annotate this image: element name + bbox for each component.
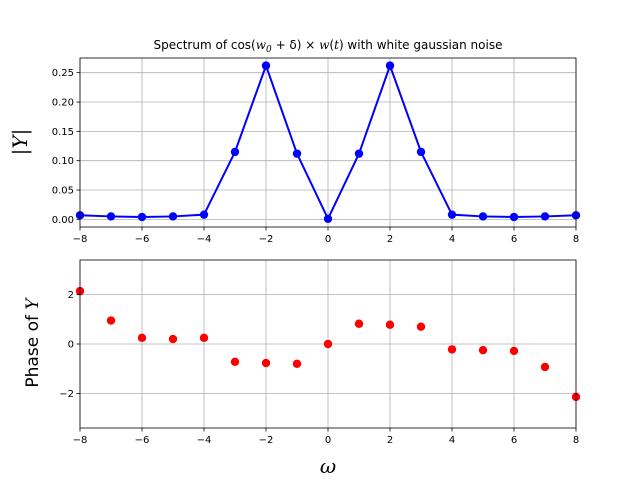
data-point xyxy=(292,359,302,368)
x-tick-label: −2 xyxy=(259,234,274,245)
data-point xyxy=(137,212,147,222)
data-point xyxy=(106,212,116,221)
data-point xyxy=(199,210,209,219)
y-tick-label: 0.00 xyxy=(52,215,74,226)
data-point xyxy=(478,345,488,355)
x-tick-label: 0 xyxy=(325,234,331,245)
x-tick-label: 2 xyxy=(387,435,393,446)
data-point xyxy=(540,212,550,221)
x-tick-label: −8 xyxy=(73,234,88,245)
data-point xyxy=(230,147,240,157)
x-tick-label: 8 xyxy=(573,435,579,446)
x-tick-label: −2 xyxy=(259,435,274,446)
data-point xyxy=(509,212,519,222)
data-point xyxy=(385,320,395,329)
x-tick-label: −8 xyxy=(73,435,88,446)
x-tick-label: 6 xyxy=(511,234,517,245)
data-point xyxy=(168,334,178,344)
x-tick-label: 6 xyxy=(511,435,517,446)
y-tick-label: 2 xyxy=(68,290,74,301)
x-tick-label: 2 xyxy=(387,234,393,245)
y-tick-label: 0.20 xyxy=(52,98,74,109)
data-point xyxy=(447,345,457,354)
data-point xyxy=(261,358,271,368)
y-tick-label: −2 xyxy=(59,389,74,400)
x-tick-label: 4 xyxy=(449,234,455,245)
data-point xyxy=(354,319,364,328)
data-point xyxy=(540,362,550,372)
y-tick-label: 0.05 xyxy=(52,186,74,197)
data-point xyxy=(261,61,271,70)
y-tick-label: 0.25 xyxy=(52,68,74,79)
phase-xlabel: ω xyxy=(320,454,336,478)
data-point xyxy=(478,212,488,221)
data-point xyxy=(199,333,209,343)
data-point xyxy=(447,210,457,219)
x-tick-label: −4 xyxy=(197,435,212,446)
data-point xyxy=(416,147,426,157)
data-point xyxy=(168,212,178,221)
phase-plot: −8 −6 −4 −2 0 2 4 6 8 −2 0 2 xyxy=(59,259,581,446)
x-tick-label: −4 xyxy=(197,234,212,245)
data-point xyxy=(137,333,147,343)
x-tick-label: −6 xyxy=(135,234,150,245)
y-tick-label: 0 xyxy=(68,340,74,351)
data-point xyxy=(354,149,364,158)
y-tick-label: 0.10 xyxy=(52,156,74,167)
data-point xyxy=(385,61,395,70)
x-tick-label: 8 xyxy=(573,234,579,245)
magnitude-plot: −8 −6 −4 −2 0 2 4 6 8 0.00 0.05 0.10 0.15 0.20 0.25 xyxy=(52,57,581,245)
data-point xyxy=(416,322,426,331)
data-point xyxy=(323,214,333,223)
data-point xyxy=(509,346,519,356)
x-tick-label: 4 xyxy=(449,435,455,446)
data-point xyxy=(106,316,116,325)
chart-title: Spectrum of cos(w0 + δ) × w(t) with whit… xyxy=(154,38,503,55)
data-point xyxy=(230,357,240,366)
y-tick-label: 0.15 xyxy=(52,127,74,138)
data-point xyxy=(292,149,302,158)
phase-ylabel: Phase of Y xyxy=(23,297,43,388)
data-point xyxy=(323,339,333,349)
x-tick-label: −6 xyxy=(135,435,150,446)
magnitude-ylabel: |Y| xyxy=(8,129,33,156)
x-tick-label: 0 xyxy=(325,435,331,446)
